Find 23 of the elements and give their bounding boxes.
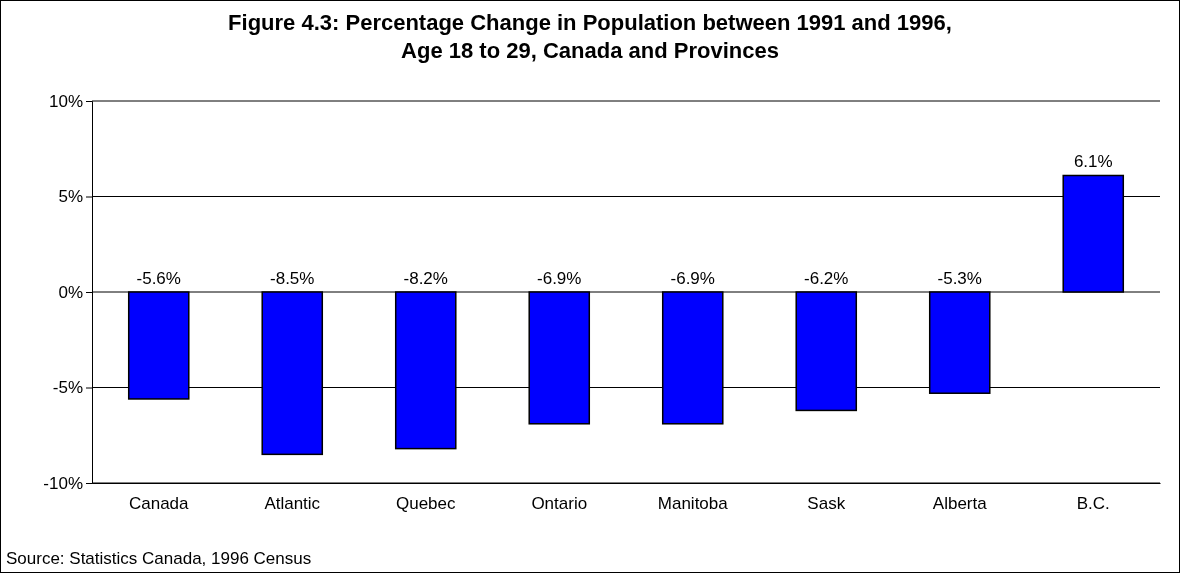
x-tick-label: Canada (128, 494, 190, 514)
y-tick-label: 0% (58, 282, 83, 302)
y-tick-label: 5% (58, 187, 83, 207)
chart-title: Figure 4.3: Percentage Change in Population between 1991 and 1996, Age 18 to 29, Canada and Provinces (228, 10, 952, 63)
data-label: -5.6% (136, 269, 181, 288)
x-tick-label: Alberta (932, 494, 988, 514)
data-label: -6.9% (670, 269, 715, 288)
y-tick-label: -5% (52, 378, 83, 398)
x-tick-label: Quebec (395, 494, 457, 514)
data-label: -8.5% (270, 269, 315, 288)
x-tick-label: Atlantic (264, 494, 321, 514)
x-tick-label: Sask (807, 494, 846, 514)
data-label: -6.9% (537, 269, 582, 288)
source-note: Source: Statistics Canada, 1996 Census (6, 549, 312, 568)
y-tick-label: 10% (48, 91, 83, 111)
data-label: -8.2% (403, 269, 448, 288)
data-label: -5.3% (937, 269, 982, 288)
data-label: 6.1% (1073, 152, 1113, 172)
x-tick-label: B.C. (1076, 494, 1110, 514)
x-tick-label: Ontario (531, 494, 588, 514)
x-tick-label: Manitoba (657, 494, 729, 514)
y-tick-label: -10% (43, 473, 83, 493)
data-label: -6.2% (804, 269, 849, 288)
